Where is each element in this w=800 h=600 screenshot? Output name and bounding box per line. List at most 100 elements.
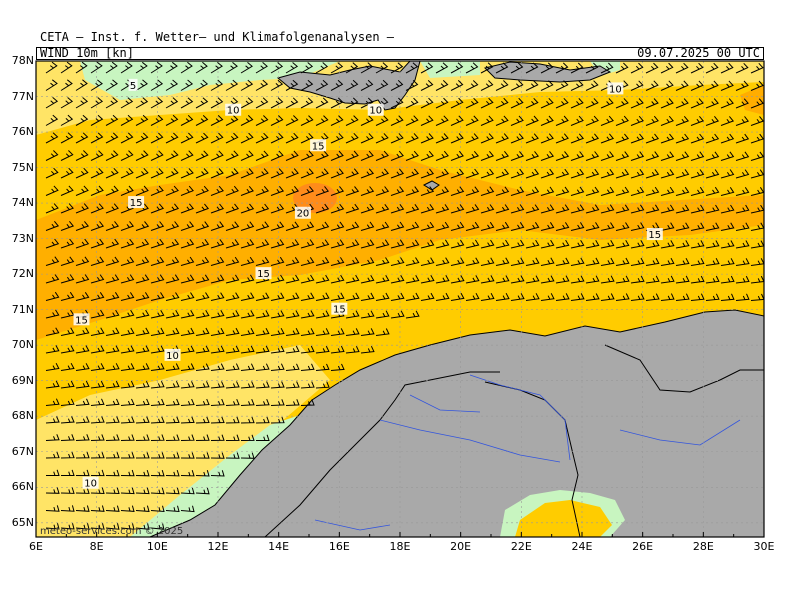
wind-barb bbox=[390, 310, 405, 319]
wind-barb bbox=[195, 61, 208, 74]
wind-barb bbox=[630, 257, 645, 266]
wind-barb bbox=[120, 150, 134, 161]
wind-barb bbox=[270, 115, 284, 126]
wind-barb bbox=[720, 98, 734, 109]
wind-barb bbox=[150, 221, 165, 231]
wind-barb bbox=[90, 523, 105, 530]
wind-barb bbox=[150, 256, 165, 266]
wind-barb bbox=[225, 292, 240, 301]
wind-barb bbox=[555, 133, 569, 144]
wind-barb bbox=[180, 185, 194, 196]
wind-barb bbox=[75, 256, 90, 266]
wind-barb bbox=[345, 257, 360, 266]
wind-barb bbox=[240, 239, 255, 249]
wind-barb bbox=[450, 62, 464, 74]
wind-barb bbox=[345, 345, 360, 354]
wind-barb bbox=[255, 345, 270, 354]
wind-barb bbox=[300, 132, 314, 144]
wind-barb bbox=[195, 150, 209, 161]
wind-barb bbox=[690, 204, 705, 214]
wind-barb bbox=[750, 116, 764, 126]
wind-barb bbox=[360, 168, 375, 179]
wind-barb bbox=[225, 79, 239, 91]
wind-barb bbox=[570, 257, 585, 266]
wind-barb bbox=[210, 115, 224, 126]
wind-barb bbox=[330, 328, 345, 336]
wind-barb bbox=[540, 115, 554, 126]
wind-barb bbox=[150, 185, 164, 196]
wind-barb bbox=[705, 62, 719, 74]
wind-barb bbox=[345, 168, 359, 179]
wind-barb bbox=[180, 221, 195, 231]
wind-barb bbox=[210, 97, 224, 109]
wind-barb bbox=[330, 186, 345, 196]
wind-barb bbox=[585, 80, 599, 91]
lon-label: 20E bbox=[450, 540, 472, 553]
wind-barb bbox=[225, 185, 239, 196]
wind-barb bbox=[555, 115, 569, 126]
wind-barb bbox=[120, 345, 135, 354]
wind-barb bbox=[390, 168, 405, 179]
wind-barb bbox=[225, 62, 238, 74]
wind-barb bbox=[75, 97, 89, 109]
wind-barb bbox=[555, 239, 570, 249]
wind-barb bbox=[105, 469, 120, 477]
wind-barb bbox=[360, 62, 374, 74]
wind-barb bbox=[300, 274, 315, 284]
wind-barb bbox=[270, 168, 284, 179]
wind-barb bbox=[435, 221, 450, 231]
wind-barb bbox=[450, 239, 465, 249]
wind-barb bbox=[255, 132, 269, 144]
wind-barb bbox=[180, 363, 195, 371]
wind-barb bbox=[195, 310, 210, 319]
wind-barb bbox=[300, 62, 314, 74]
wind-barb bbox=[255, 221, 270, 231]
wind-barb bbox=[210, 416, 225, 424]
wind-barb bbox=[600, 204, 615, 214]
wind-barb bbox=[75, 398, 90, 406]
wind-barb bbox=[435, 239, 450, 249]
wind-barb bbox=[705, 204, 720, 214]
wind-barb bbox=[450, 133, 464, 144]
wind-barb bbox=[180, 452, 195, 459]
wind-barb bbox=[540, 168, 555, 179]
wind-barb bbox=[330, 62, 344, 74]
wind-barb bbox=[735, 169, 750, 179]
lat-label: 74N bbox=[11, 196, 34, 210]
wind-barb bbox=[540, 275, 555, 284]
wind-barb bbox=[285, 327, 300, 336]
wind-barb bbox=[45, 434, 60, 441]
wind-barb bbox=[480, 133, 494, 144]
wind-barb bbox=[270, 256, 285, 266]
wind-barb bbox=[240, 62, 253, 74]
wind-barb bbox=[210, 327, 225, 336]
wind-barb bbox=[465, 204, 480, 214]
wind-barb bbox=[45, 291, 60, 301]
wind-barb bbox=[315, 115, 329, 126]
wind-barb bbox=[375, 221, 390, 231]
shade-20-25-east bbox=[740, 85, 764, 115]
wind-barb bbox=[465, 239, 480, 249]
wind-barb bbox=[600, 239, 615, 249]
wind-barb bbox=[495, 239, 510, 249]
wind-barb bbox=[90, 167, 104, 179]
wind-barb bbox=[600, 115, 614, 126]
wind-barb bbox=[450, 292, 465, 301]
wind-barb bbox=[390, 97, 404, 109]
river-1 bbox=[379, 419, 561, 463]
wind-barb bbox=[180, 274, 195, 284]
contour-label-bg bbox=[294, 206, 311, 219]
wind-barb bbox=[585, 222, 600, 231]
wind-barb bbox=[75, 150, 89, 161]
wind-barb bbox=[555, 257, 570, 266]
lat-label: 76N bbox=[11, 125, 34, 139]
wind-barb bbox=[660, 240, 675, 249]
lon-label: 12E bbox=[207, 540, 229, 553]
contour-label-bg bbox=[367, 103, 384, 116]
lat-label: 70N bbox=[11, 338, 34, 352]
wind-barb bbox=[150, 292, 165, 301]
wind-barb bbox=[720, 169, 735, 179]
wind-barb bbox=[135, 309, 150, 319]
wind-barb bbox=[420, 292, 435, 301]
